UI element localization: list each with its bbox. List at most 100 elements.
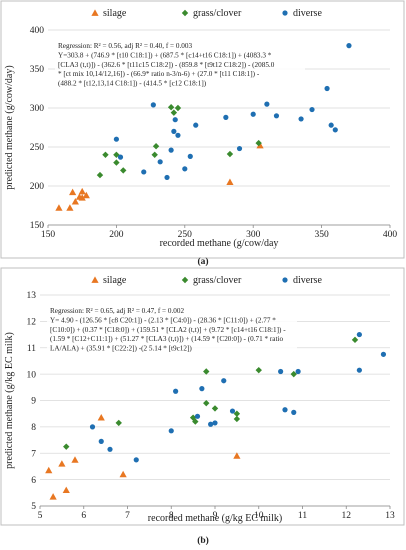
y-tick-label: 6	[31, 476, 36, 486]
data-point-diverse	[164, 174, 170, 181]
x-tick-label: 9	[213, 511, 218, 521]
data-point-diverse	[171, 128, 177, 134]
data-point-diverse	[328, 122, 334, 128]
data-point-diverse	[173, 388, 179, 394]
data-point-grass-clover	[170, 109, 178, 116]
data-point-silage	[97, 414, 105, 421]
data-point-silage	[78, 187, 86, 195]
data-point-diverse	[199, 386, 205, 392]
data-point-diverse	[193, 122, 199, 128]
legend-entry: silage	[103, 275, 127, 286]
data-point-diverse	[187, 153, 193, 159]
data-point-grass-clover	[96, 171, 104, 179]
data-point-grass-clover	[226, 150, 234, 158]
y-tick-label: 7	[31, 449, 36, 459]
data-point-silage	[82, 191, 90, 199]
x-tick-label: 10	[254, 511, 264, 521]
data-point-grass-clover	[351, 336, 359, 344]
regression-annotation-line: [C10:0]) + (0.37 * [C18:0]) + (159.51 * …	[50, 326, 286, 334]
data-point-diverse	[291, 409, 297, 415]
y-tick-label: 12	[27, 318, 37, 328]
data-point-diverse	[221, 378, 227, 384]
data-point-diverse	[175, 132, 181, 138]
data-point-grass-clover	[211, 405, 219, 412]
legend-entry: grass/clover	[193, 275, 242, 286]
legend-marker	[181, 276, 189, 284]
y-tick-label: 250	[30, 143, 45, 153]
data-point-diverse	[236, 145, 243, 152]
data-point-silage	[78, 194, 86, 201]
panel-b-chart: 5 6 7 8 9 10 11 12 13 5 6 7 8 9 10 11 12 13 recorded metha…	[4, 275, 395, 524]
panel-a-label: (a)	[197, 256, 208, 267]
y-tick-label: 200	[30, 182, 45, 192]
data-point-diverse	[273, 113, 280, 119]
data-point-silage	[119, 470, 127, 478]
x-tick-label: 200	[109, 230, 124, 240]
x-tick-label: 11	[298, 511, 307, 521]
regression-annotation-line: LA/ALA) + (35.91 * [C22:2]) -(2 5.14 * […	[50, 345, 192, 353]
data-point-diverse	[133, 457, 139, 463]
data-point-diverse	[324, 85, 330, 92]
data-point-grass-clover	[167, 104, 175, 111]
y-tick-label: 150	[30, 221, 45, 231]
data-point-diverse	[356, 331, 362, 338]
x-tick-label: 250	[178, 230, 193, 240]
data-point-grass-clover	[113, 151, 120, 158]
regression-annotation-line: Regression: R² = 0.65, adj R² = 0.47, f …	[50, 307, 184, 315]
data-point-diverse	[117, 154, 124, 160]
data-point-diverse	[250, 111, 256, 117]
data-point-silage	[49, 493, 57, 500]
data-point-diverse	[223, 114, 229, 120]
data-point-diverse	[278, 368, 284, 375]
y-axis-label: predicted methane (g/kg EC milk)	[4, 332, 15, 469]
y-tick-label: 11	[27, 344, 36, 354]
data-point-diverse	[98, 438, 104, 444]
data-point-silage	[233, 452, 241, 459]
data-point-diverse	[264, 101, 270, 107]
panel-a-chart: 150 200 250 300 350 400 150 200 250 300 350 400 reco…	[4, 8, 397, 249]
data-point-silage	[62, 486, 70, 494]
data-point-diverse	[157, 159, 163, 165]
data-point-grass-clover	[63, 443, 70, 450]
data-point-grass-clover	[113, 159, 120, 166]
legend-entry: diverse	[293, 8, 322, 19]
data-point-grass-clover	[115, 419, 122, 427]
data-point-diverse	[168, 147, 174, 153]
data-point-diverse	[150, 102, 156, 108]
y-tick-label: 9	[31, 397, 36, 407]
regression-annotation-line: * [ct mix 10,14/12,16]) - (66.9* ratio n…	[58, 70, 260, 78]
x-tick-label: 13	[385, 511, 395, 521]
y-tick-label: 400	[30, 26, 45, 36]
data-point-diverse	[113, 136, 119, 142]
data-point-silage	[45, 466, 53, 474]
legend-marker	[91, 276, 99, 283]
panel-a-frame	[0, 0, 405, 259]
legend-marker	[181, 9, 189, 17]
data-point-grass-clover	[203, 399, 210, 407]
regression-annotation-line: (488.2 * [t12,13,14 C18:1]) - (414.5 * […	[58, 80, 207, 88]
y-tick-label: 350	[30, 65, 45, 75]
data-point-silage	[71, 456, 79, 463]
data-point-diverse	[208, 421, 214, 427]
panel-b-frame	[0, 267, 405, 526]
data-point-diverse	[332, 127, 338, 133]
data-point-silage	[226, 178, 234, 185]
data-point-grass-clover	[192, 418, 199, 425]
data-point-diverse	[141, 169, 147, 175]
data-point-diverse	[295, 368, 301, 375]
regression-annotation-line: (1.59 * [C12+C11:1]) + (51.27 * [CLA3 (t…	[50, 335, 283, 343]
data-point-diverse	[309, 106, 315, 113]
data-point-silage	[58, 460, 66, 467]
x-axis-label: recorded methane (g/cow/day	[160, 238, 279, 249]
data-point-diverse	[89, 424, 96, 430]
data-point-grass-clover	[120, 167, 127, 174]
data-point-silage	[55, 204, 63, 211]
legend-entry: silage	[103, 8, 127, 19]
data-point-grass-clover	[189, 414, 197, 421]
x-tick-label: 400	[383, 230, 398, 240]
data-point-grass-clover	[102, 151, 109, 158]
data-point-silage	[71, 198, 79, 205]
legend-entry: grass/clover	[193, 8, 242, 19]
data-point-diverse	[182, 166, 188, 172]
